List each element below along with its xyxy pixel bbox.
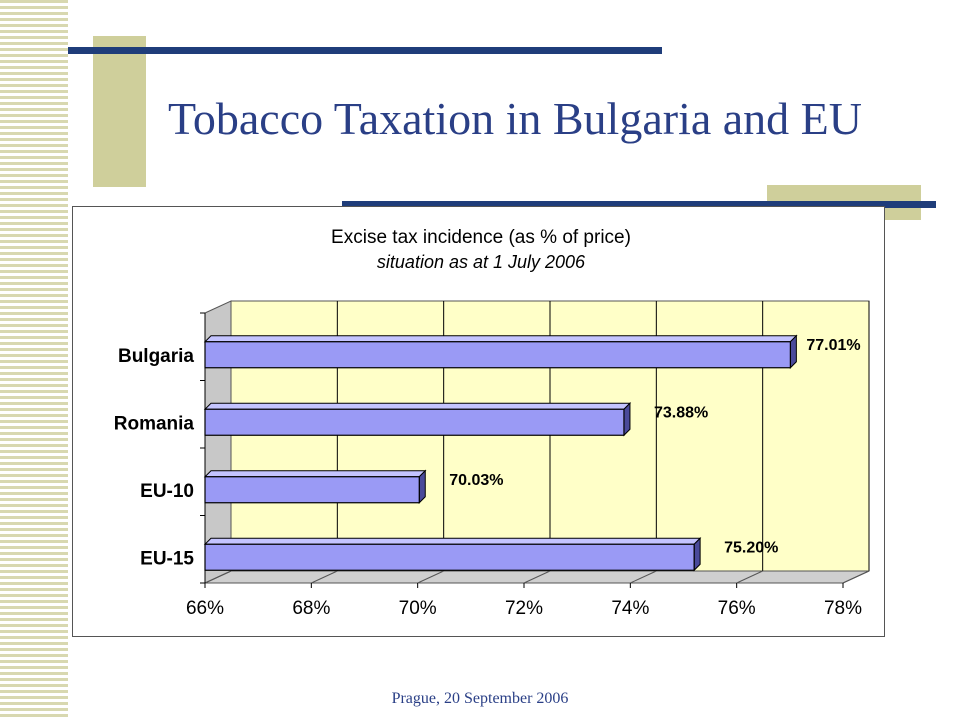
floor-gridline [311,570,338,584]
x-tick-label: 72% [505,598,543,619]
category-label: Romania [114,413,195,434]
category-label: EU-10 [140,481,194,502]
floor-gridline [204,570,232,584]
navy-rule-top [68,47,662,54]
floor-gridline [417,570,444,584]
x-tick-label: 68% [292,598,330,619]
chart-subtitle: situation as at 1 July 2006 [377,252,586,272]
x-tick-label: 76% [718,598,756,619]
bar-top-face [203,537,702,545]
data-label: 75.20% [724,539,778,556]
floor-gridline [842,570,870,584]
bar-end-face [693,537,701,572]
bar [204,476,420,504]
bar-top-face [203,470,427,478]
floor-gridline [630,570,657,584]
x-tick-label: 66% [186,598,224,619]
category-label: Bulgaria [118,346,194,367]
bar-end-face [623,402,631,437]
data-label: 77.01% [806,337,860,354]
bar-end-face [418,469,426,504]
chart-title: Excise tax incidence (as % of price) [331,227,631,248]
x-tick-label: 74% [611,598,649,619]
slide-title: Tobacco Taxation in Bulgaria and EU [168,93,862,144]
bar-top-face [203,402,632,410]
x-tick-label: 78% [824,598,862,619]
footer-text: Prague, 20 September 2006 [391,690,569,707]
x-tick-label: 70% [399,598,437,619]
olive-block-top-left [93,36,146,187]
bar-chart: Excise tax incidence (as % of price) sit… [114,227,870,619]
bar [204,341,791,369]
floor-gridline [736,570,763,584]
floor-gridline [523,570,551,584]
bar [204,543,695,571]
plot-area: 66% 68% 70% 72% 74% 76% 78% Bulgaria 77.01% Roman… [114,300,870,619]
left-stripe-decoration [0,0,68,720]
chart-container: Excise tax incidence (as % of price) sit… [72,206,885,637]
bar-end-face [789,334,797,369]
bar-top-face [203,335,798,343]
data-label: 73.88% [654,404,708,421]
navy-rule-right [342,201,936,208]
bar [204,408,625,436]
category-label: EU-15 [140,548,194,569]
data-label: 70.03% [449,472,503,489]
